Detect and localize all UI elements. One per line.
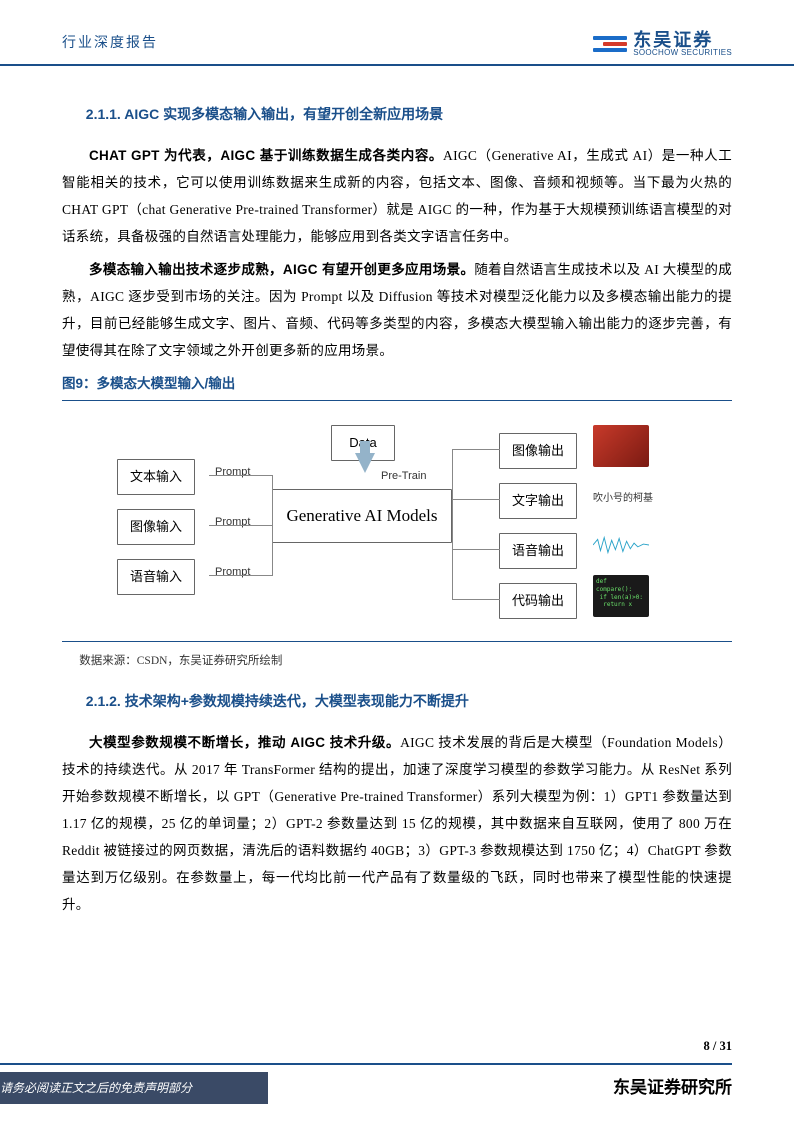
input-node-audio: 语音输入 [117, 559, 195, 595]
paragraph: 多模态输入输出技术逐步成熟，AIGC 有望开创更多应用场景。随着自然语言生成技术… [62, 256, 732, 364]
section-heading-1: 2.1.1. AIGC 实现多模态输入输出，有望开创全新应用场景 [62, 100, 732, 128]
logo-cn: 东吴证券 [633, 31, 732, 49]
logo-mark-icon [593, 32, 627, 56]
disclaimer-text: 请务必阅读正文之后的免责声明部分 [0, 1072, 268, 1104]
section-title: 技术架构+参数规模持续迭代，大模型表现能力不断提升 [125, 693, 469, 709]
prompt-label: Prompt [215, 511, 250, 533]
figure-diagram: Data Pre-Train Generative AI Models 文本输入… [117, 419, 677, 629]
para-lead: 多模态输入输出技术逐步成熟，AIGC 有望开创更多应用场景。 [89, 262, 474, 277]
output-node-code: 代码输出 [499, 583, 577, 619]
para-lead: CHAT GPT 为代表，AIGC 基于训练数据生成各类内容。 [89, 148, 443, 163]
doc-category: 行业深度报告 [62, 30, 158, 58]
section-title: AIGC 实现多模态输入输出，有望开创全新应用场景 [124, 106, 443, 122]
waveform-icon [593, 535, 649, 555]
footer-company: 东吴证券研究所 [613, 1071, 732, 1105]
output-node-image: 图像输出 [499, 433, 577, 469]
diagram-center-node: Generative AI Models [272, 489, 452, 543]
para-lead: 大模型参数规模不断增长，推动 AIGC 技术升级。 [89, 735, 400, 750]
section-heading-2: 2.1.2. 技术架构+参数规模持续迭代，大模型表现能力不断提升 [62, 687, 732, 715]
page-number: 8 / 31 [0, 1034, 732, 1065]
output-node-text: 文字输出 [499, 483, 577, 519]
logo-en: SOOCHOW SECURITIES [633, 49, 732, 57]
page-header: 行业深度报告 东吴证券 SOOCHOW SECURITIES [0, 0, 794, 66]
prompt-label: Prompt [215, 561, 250, 583]
figure-title: 图9：多模态大模型输入/输出 [62, 370, 732, 401]
section-num: 2.1.2. [86, 693, 121, 709]
caption-text: 吹小号的柯基 [593, 489, 653, 509]
page-body: 2.1.1. AIGC 实现多模态输入输出，有望开创全新应用场景 CHAT GP… [0, 66, 794, 918]
figure-source: 数据来源：CSDN，东吴证券研究所绘制 [62, 641, 732, 673]
page-footer: 8 / 31 请务必阅读正文之后的免责声明部分 东吴证券研究所 [0, 1034, 794, 1123]
paragraph: 大模型参数规模不断增长，推动 AIGC 技术升级。AIGC 技术发展的背后是大模… [62, 729, 732, 918]
section-num: 2.1.1. [86, 106, 121, 122]
brand-logo: 东吴证券 SOOCHOW SECURITIES [593, 31, 732, 57]
arrow-down-icon [355, 453, 375, 473]
input-node-text: 文本输入 [117, 459, 195, 495]
thumb-image-icon [593, 425, 649, 467]
prompt-label: Prompt [215, 461, 250, 483]
thumb-code-icon: def compare(): if len(a)>0: return x [593, 575, 649, 617]
output-node-audio: 语音输出 [499, 533, 577, 569]
paragraph: CHAT GPT 为代表，AIGC 基于训练数据生成各类内容。AIGC（Gene… [62, 142, 732, 250]
input-node-image: 图像输入 [117, 509, 195, 545]
para-body: AIGC 技术发展的背后是大模型（Foundation Models）技术的持续… [62, 735, 732, 912]
pretrain-label: Pre-Train [381, 465, 426, 487]
